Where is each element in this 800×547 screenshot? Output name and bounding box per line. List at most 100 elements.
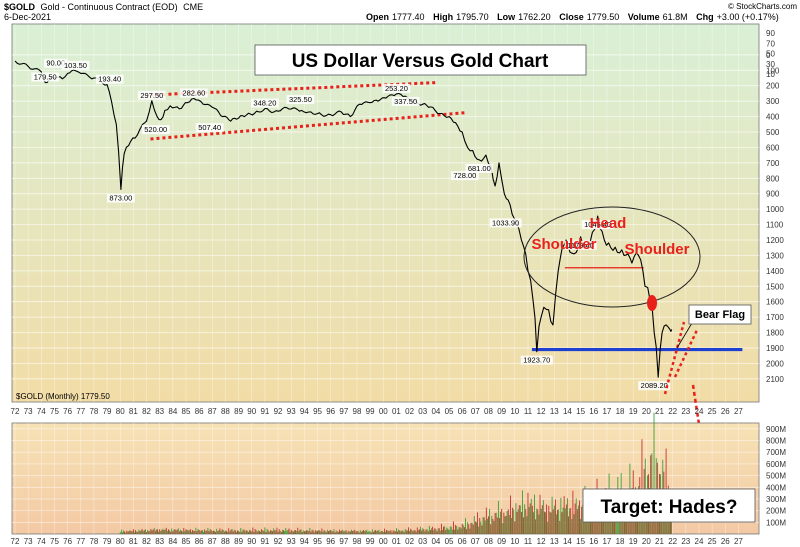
volume-bar	[597, 511, 599, 534]
svg-text:$GOLD Gold - Continuou: $GOLD Gold - Continuous Contract (EOD) C…	[4, 2, 203, 12]
volume-bar	[423, 529, 425, 534]
volume-bar	[284, 530, 286, 534]
x-tick-label: 92	[274, 537, 283, 546]
volume-bar	[433, 530, 435, 534]
volume-bar	[240, 527, 242, 534]
volume-bar	[483, 517, 485, 534]
x-tick-label: 04	[431, 537, 440, 546]
bear-flag-line-right	[673, 329, 699, 378]
price-axis: 0 100 200 300 400 500 600 700 800 900 1000 1100 1200…	[766, 51, 784, 384]
x-tick-label: 86	[195, 407, 204, 416]
volume-bar	[558, 509, 560, 534]
volume-bar	[172, 531, 174, 534]
price-tick-label: 1300	[766, 251, 784, 260]
x-tick-label: 01	[392, 407, 401, 416]
volume-bar	[530, 498, 532, 534]
volume-bar	[197, 528, 199, 534]
volume-bar	[563, 496, 565, 534]
volume-bar	[314, 530, 316, 534]
price-label: 348.20	[253, 99, 276, 108]
volume-bar	[404, 529, 406, 534]
volume-bar	[300, 529, 302, 534]
volume-bar	[494, 513, 496, 534]
price-tick-label: 400	[766, 113, 780, 122]
volume-bar	[312, 530, 314, 534]
volume-bar	[363, 529, 364, 534]
volume-bar	[520, 512, 522, 534]
volume-bar	[182, 531, 184, 534]
volume-bar	[120, 529, 122, 534]
volume-bar	[290, 529, 292, 534]
volume-bar	[592, 518, 594, 534]
volume-bar	[305, 531, 306, 534]
x-tick-label: 87	[208, 407, 217, 416]
volume-bar	[136, 531, 138, 534]
x-tick-label: 99	[366, 407, 375, 416]
volume-bar	[511, 517, 512, 534]
volume-bar	[339, 529, 340, 534]
x-tick-label: 12	[537, 407, 546, 416]
x-tick-label: 74	[37, 407, 46, 416]
volume-bar	[528, 507, 530, 534]
x-tick-label: 74	[37, 537, 46, 546]
volume-bar	[342, 529, 344, 534]
x-tick-label: 92	[274, 407, 283, 416]
header-date: 6-Dec-2021	[4, 12, 51, 22]
volume-bar	[381, 531, 383, 534]
volume-bar	[242, 529, 244, 534]
volume-bar	[262, 530, 264, 534]
volume-bar	[241, 531, 243, 534]
volume-bar	[542, 500, 544, 534]
volume-bar	[506, 510, 508, 534]
volume-bar	[153, 528, 155, 534]
volume-bar	[540, 508, 542, 534]
x-tick-label: 24	[695, 537, 704, 546]
volume-bar	[577, 505, 579, 534]
volume-bar	[302, 530, 304, 534]
volume-bar	[183, 527, 185, 534]
volume-bar	[467, 522, 469, 534]
volume-bar	[552, 509, 554, 534]
volume-bar	[126, 530, 128, 534]
x-tick-label: 26	[721, 537, 730, 546]
volume-bar	[487, 518, 488, 534]
price-label: 253.20	[385, 84, 408, 93]
price-tick-label: 1500	[766, 282, 784, 291]
volume-bar	[385, 531, 386, 534]
volume-bar	[492, 518, 494, 534]
volume-bar	[285, 527, 287, 534]
volume-bar	[162, 528, 164, 534]
volume-bar	[471, 522, 473, 534]
volume-bar	[346, 532, 348, 534]
volume-bar	[544, 511, 545, 534]
price-label: 507.40	[198, 123, 221, 132]
volume-bar	[249, 529, 250, 534]
x-tick-label: 97	[339, 407, 348, 416]
volume-bar	[497, 500, 499, 534]
overlay-lines	[150, 81, 743, 352]
x-tick-label: 91	[260, 537, 269, 546]
volume-bar	[535, 519, 537, 534]
volume-bar	[401, 530, 403, 534]
percent-tick-label: 90	[766, 29, 775, 38]
volume-bar	[142, 530, 144, 534]
volume-bar	[295, 530, 297, 534]
volume-bar	[370, 532, 372, 534]
price-tick-label: 1200	[766, 236, 784, 245]
volume-bar	[180, 529, 181, 534]
volume-bar	[192, 530, 193, 534]
x-tick-label: 76	[63, 407, 72, 416]
x-tick-label: 85	[182, 537, 191, 546]
volume-bar	[253, 532, 255, 534]
volume-bar	[503, 512, 505, 534]
volume-bar	[537, 509, 539, 534]
x-tick-label: 94	[300, 537, 309, 546]
volume-bar	[184, 531, 186, 534]
volume-bar	[279, 530, 281, 534]
x-tick-label: 02	[405, 407, 414, 416]
volume-bar	[248, 531, 249, 534]
volume-bar	[495, 512, 497, 534]
volume-bar	[474, 521, 476, 534]
volume-bar	[217, 531, 219, 534]
